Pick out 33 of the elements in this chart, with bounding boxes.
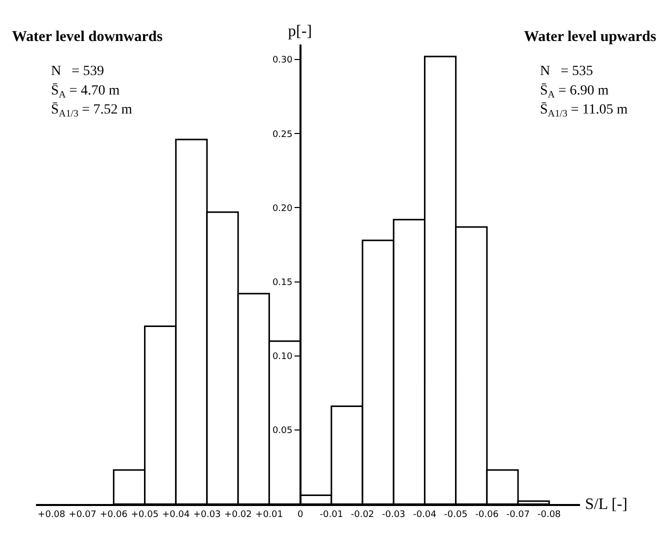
annotation: N = 539 <box>51 64 104 79</box>
y-tick-label: 0.05 <box>272 426 293 436</box>
x-tick-label: -0.06 <box>475 510 499 520</box>
x-tick-label: -0.05 <box>444 510 468 520</box>
x-tick-label: -0.08 <box>537 510 562 520</box>
x-axis-title: S/L [-] <box>585 496 628 513</box>
y-tick-label: 0.20 <box>272 204 293 214</box>
y-tick-label: 0.15 <box>272 278 293 288</box>
x-tick-label: +0.05 <box>130 510 159 520</box>
y-axis-title: p[-] <box>288 23 312 40</box>
annotation: S̄$_{A1/3}$ = 11.05 m <box>540 102 628 120</box>
x-tick-label: 0 <box>297 510 304 520</box>
x-tick-label: -0.02 <box>350 510 374 520</box>
annotation: N = 535 <box>540 64 594 79</box>
x-tick-label: -0.01 <box>320 510 344 520</box>
x-tick-label: +0.07 <box>68 510 96 520</box>
x-tick-label: +0.02 <box>224 510 252 520</box>
annotation: S̄$_{A}$ = 4.70 m <box>51 83 120 101</box>
x-tick-label: -0.03 <box>382 510 406 520</box>
annotation: S̄$_{A}$ = 6.90 m <box>540 83 609 101</box>
x-tick-label: -0.04 <box>413 510 437 520</box>
x-tick-label: +0.04 <box>162 510 190 520</box>
annotation: S̄$_{A1/3}$ = 7.52 m <box>51 102 132 120</box>
annotation: Water level upwards <box>524 29 656 45</box>
y-tick-label: 0.30 <box>272 56 293 66</box>
x-tick-label: +0.08 <box>38 510 66 520</box>
y-tick-label: 0.10 <box>272 352 293 362</box>
x-tick-label: +0.03 <box>193 510 221 520</box>
x-tick-label: -0.07 <box>506 510 530 520</box>
annotation: Water level downwards <box>12 29 163 45</box>
x-tick-label: +0.06 <box>100 510 128 520</box>
y-tick-label: 0.25 <box>272 130 293 140</box>
x-tick-label: +0.01 <box>255 510 283 520</box>
